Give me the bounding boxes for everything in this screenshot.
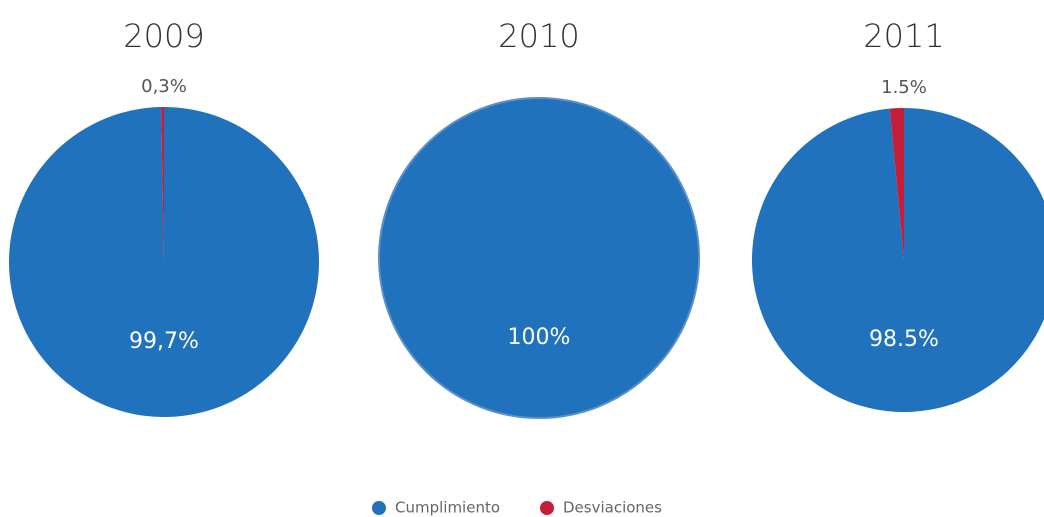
data-label: 0,3% (141, 76, 187, 97)
pie-slice (378, 97, 700, 419)
data-label: 1.5% (881, 77, 927, 98)
legend-label: Cumplimiento (395, 499, 500, 517)
pie-slice (161, 107, 164, 262)
pie-slice (889, 108, 904, 260)
legend-marker (540, 501, 554, 515)
pie-slice (752, 108, 1044, 412)
pie-title: 2011 (863, 17, 944, 55)
pie-title: 2010 (498, 17, 579, 55)
data-label: 99,7% (129, 329, 199, 354)
pie-title: 2009 (123, 17, 204, 55)
legend-label: Desviaciones (563, 499, 662, 517)
data-label: 100% (508, 325, 571, 350)
data-label: 98.5% (869, 327, 939, 352)
legend-marker (372, 501, 386, 515)
pie-slice (8, 107, 319, 418)
